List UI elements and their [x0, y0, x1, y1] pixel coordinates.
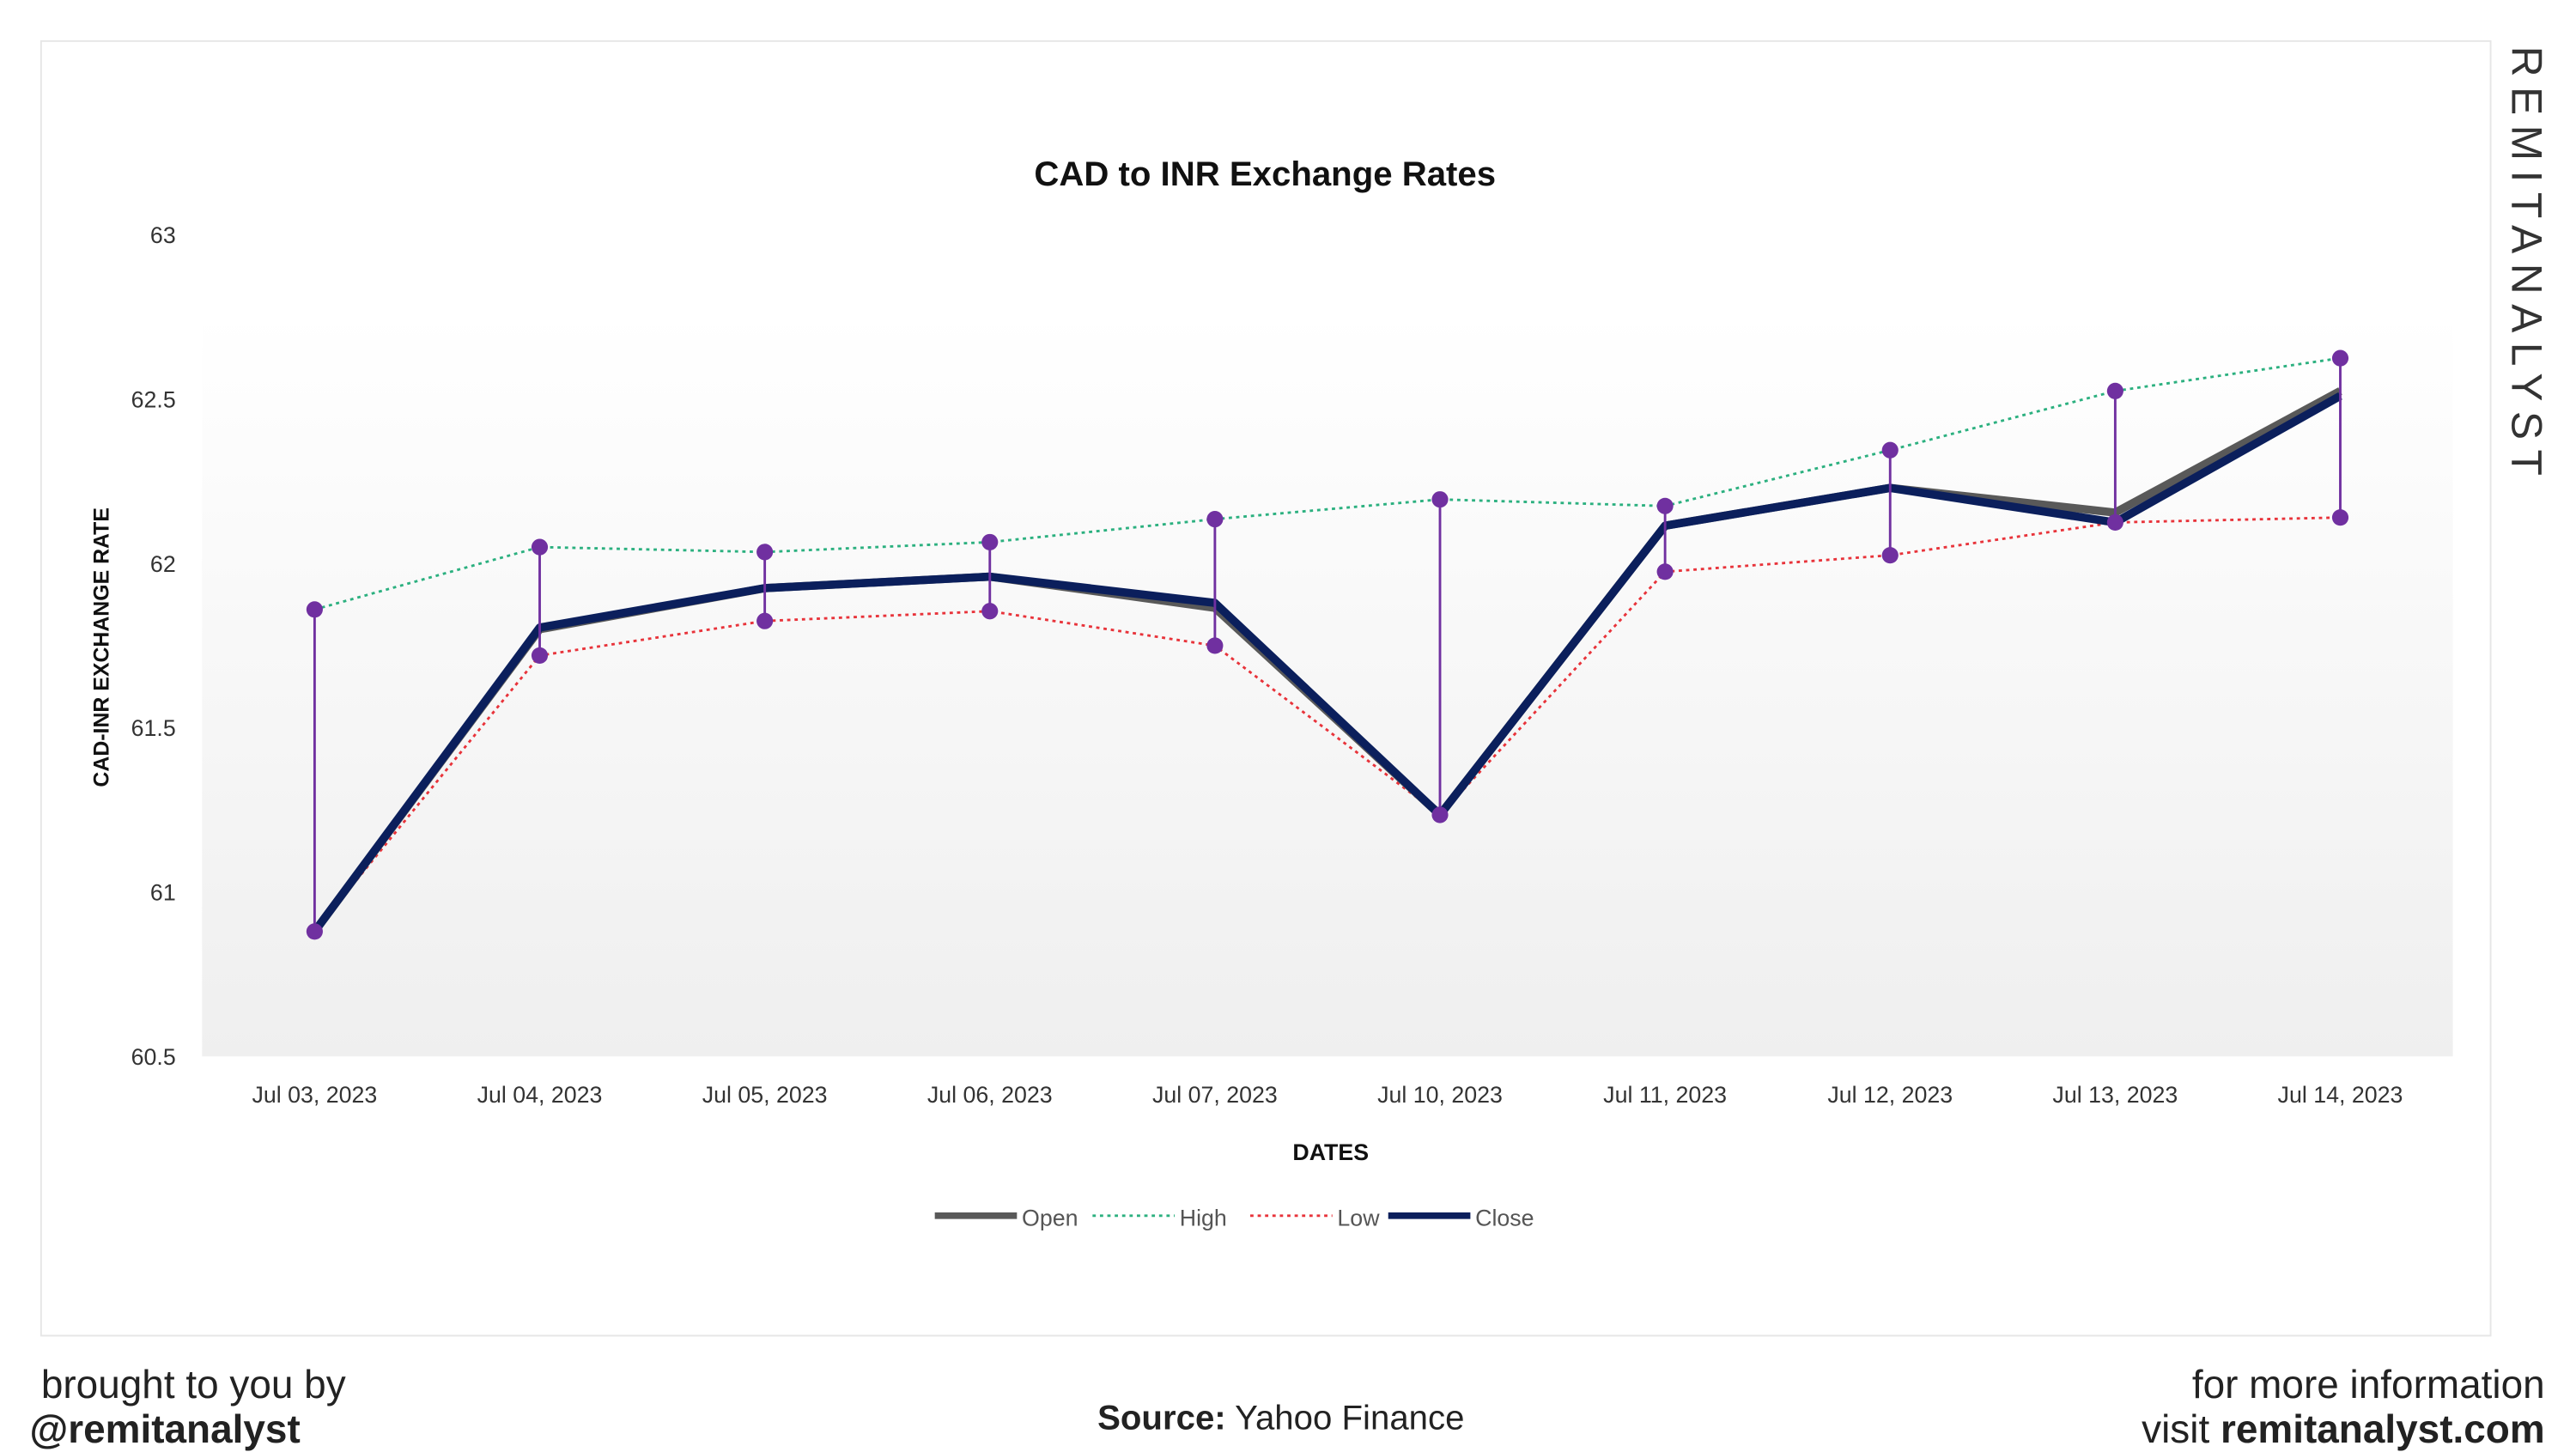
y-tick-label: 62.5 — [131, 386, 176, 412]
high-marker — [756, 544, 774, 561]
footer-visit-line: visit remitanalyst.com — [2142, 1408, 2545, 1452]
series-line-high — [314, 356, 2341, 611]
footer-visit-prefix: visit — [2142, 1407, 2221, 1452]
low-marker — [756, 612, 774, 629]
low-marker — [306, 923, 323, 940]
legend-label: Close — [1475, 1205, 1534, 1230]
x-axis-label: DATES — [1292, 1139, 1369, 1165]
x-tick-label: Jul 05, 2023 — [702, 1082, 828, 1108]
footer-handle: @remitanalyst — [29, 1407, 301, 1452]
y-axis-label: CAD-INR EXCHANGE RATE — [89, 507, 113, 787]
y-tick-label: 61 — [150, 879, 176, 905]
y-tick-label: 63 — [150, 222, 176, 248]
low-marker — [2106, 513, 2123, 531]
x-tick-label: Jul 06, 2023 — [927, 1082, 1053, 1108]
high-marker — [1881, 441, 1899, 459]
legend-item-high: High — [1092, 1205, 1227, 1230]
low-marker — [1881, 547, 1899, 564]
x-tick-label: Jul 14, 2023 — [2278, 1082, 2403, 1108]
series-line-low — [313, 516, 2341, 933]
x-tick-label: Jul 11, 2023 — [1603, 1082, 1727, 1108]
x-tick-label: Jul 12, 2023 — [1827, 1082, 1953, 1108]
plot-area — [202, 312, 2453, 1057]
high-marker — [1431, 491, 1449, 508]
legend-item-open: Open — [934, 1205, 1078, 1230]
legend-label: Open — [1022, 1205, 1078, 1230]
low-marker — [1656, 563, 1674, 580]
footer-info-line: for more information — [2191, 1364, 2545, 1408]
x-tick-label: Jul 07, 2023 — [1152, 1082, 1278, 1108]
legend-item-close: Close — [1388, 1205, 1534, 1230]
high-marker — [1656, 497, 1674, 514]
series-line-close — [311, 392, 2342, 934]
footer-site-link[interactable]: remitanalyst.com — [2220, 1407, 2545, 1452]
y-tick-label: 60.5 — [131, 1044, 176, 1070]
chart-title: CAD to INR Exchange Rates — [1034, 155, 1496, 193]
footer-credit-line: brought to you by — [40, 1364, 346, 1408]
high-marker — [306, 601, 323, 618]
x-tick-label: Jul 03, 2023 — [252, 1082, 377, 1108]
x-tick-label: Jul 04, 2023 — [477, 1082, 603, 1108]
high-marker — [2106, 382, 2123, 399]
legend-item-low: Low — [1250, 1205, 1380, 1230]
high-marker — [1206, 511, 1224, 528]
low-marker — [531, 647, 549, 664]
low-marker — [1431, 806, 1449, 823]
y-tick-label: 62 — [150, 551, 176, 577]
high-marker — [981, 533, 999, 550]
low-marker — [1206, 637, 1224, 654]
low-marker — [2331, 509, 2349, 526]
legend-label: Low — [1337, 1205, 1380, 1230]
footer-source: Source: Yahoo Finance — [1097, 1396, 1464, 1441]
y-tick-label: 61.5 — [131, 715, 176, 741]
high-marker — [2331, 349, 2349, 367]
high-marker — [531, 538, 549, 556]
legend-label: High — [1180, 1205, 1227, 1230]
source-label: Source: — [1097, 1400, 1226, 1438]
low-marker — [981, 603, 999, 620]
x-tick-label: Jul 10, 2023 — [1377, 1082, 1503, 1108]
x-tick-label: Jul 13, 2023 — [2052, 1082, 2178, 1108]
source-value: Yahoo Finance — [1235, 1400, 1465, 1438]
brand-watermark: REMITANALYST — [2501, 46, 2552, 486]
